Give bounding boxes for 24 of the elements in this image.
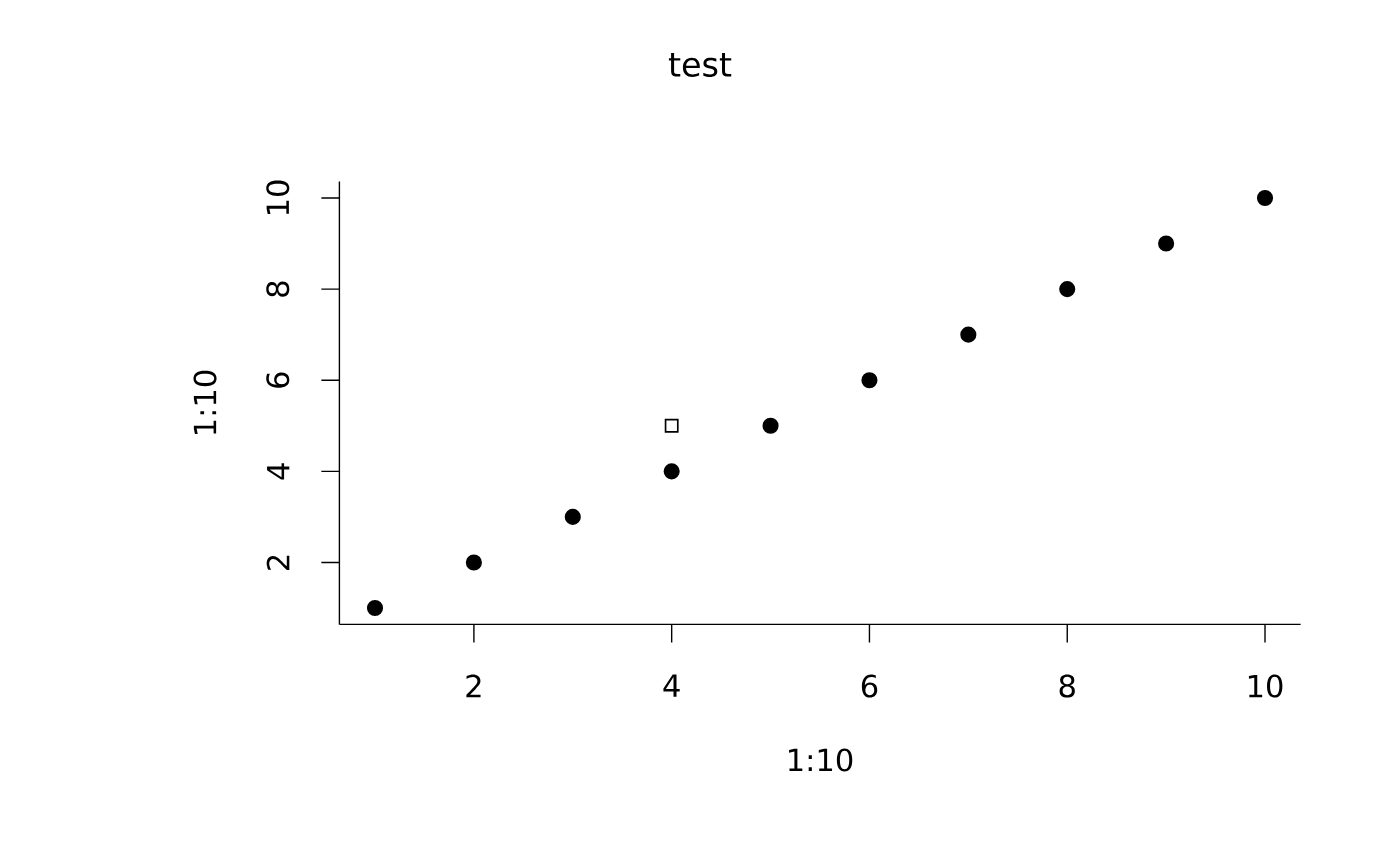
y-tick-label: 6 [266, 372, 290, 388]
point [762, 417, 779, 434]
point [664, 418, 679, 433]
point [1256, 189, 1274, 207]
y-tick-label: 10 [266, 180, 290, 215]
point [960, 326, 977, 343]
x-tick-label: 8 [1059, 674, 1075, 698]
x-tick-label: 10 [1248, 674, 1283, 698]
chart-title: test [668, 53, 732, 77]
point [366, 599, 384, 617]
y-tick-label: 2 [266, 555, 290, 570]
y-axis-title: 1:10 [193, 370, 217, 434]
point [465, 554, 482, 571]
x-tick-label: 6 [861, 674, 878, 698]
y-tick-label: 8 [266, 281, 290, 297]
x-axis-title: 1:10 [789, 748, 853, 772]
point [1158, 235, 1175, 252]
x-tick-label: 2 [466, 674, 481, 698]
y-tick-label: 4 [267, 463, 290, 480]
point [1059, 281, 1076, 298]
point [861, 372, 878, 389]
point [564, 508, 581, 525]
point [663, 463, 680, 480]
x-tick-label: 4 [663, 674, 680, 697]
